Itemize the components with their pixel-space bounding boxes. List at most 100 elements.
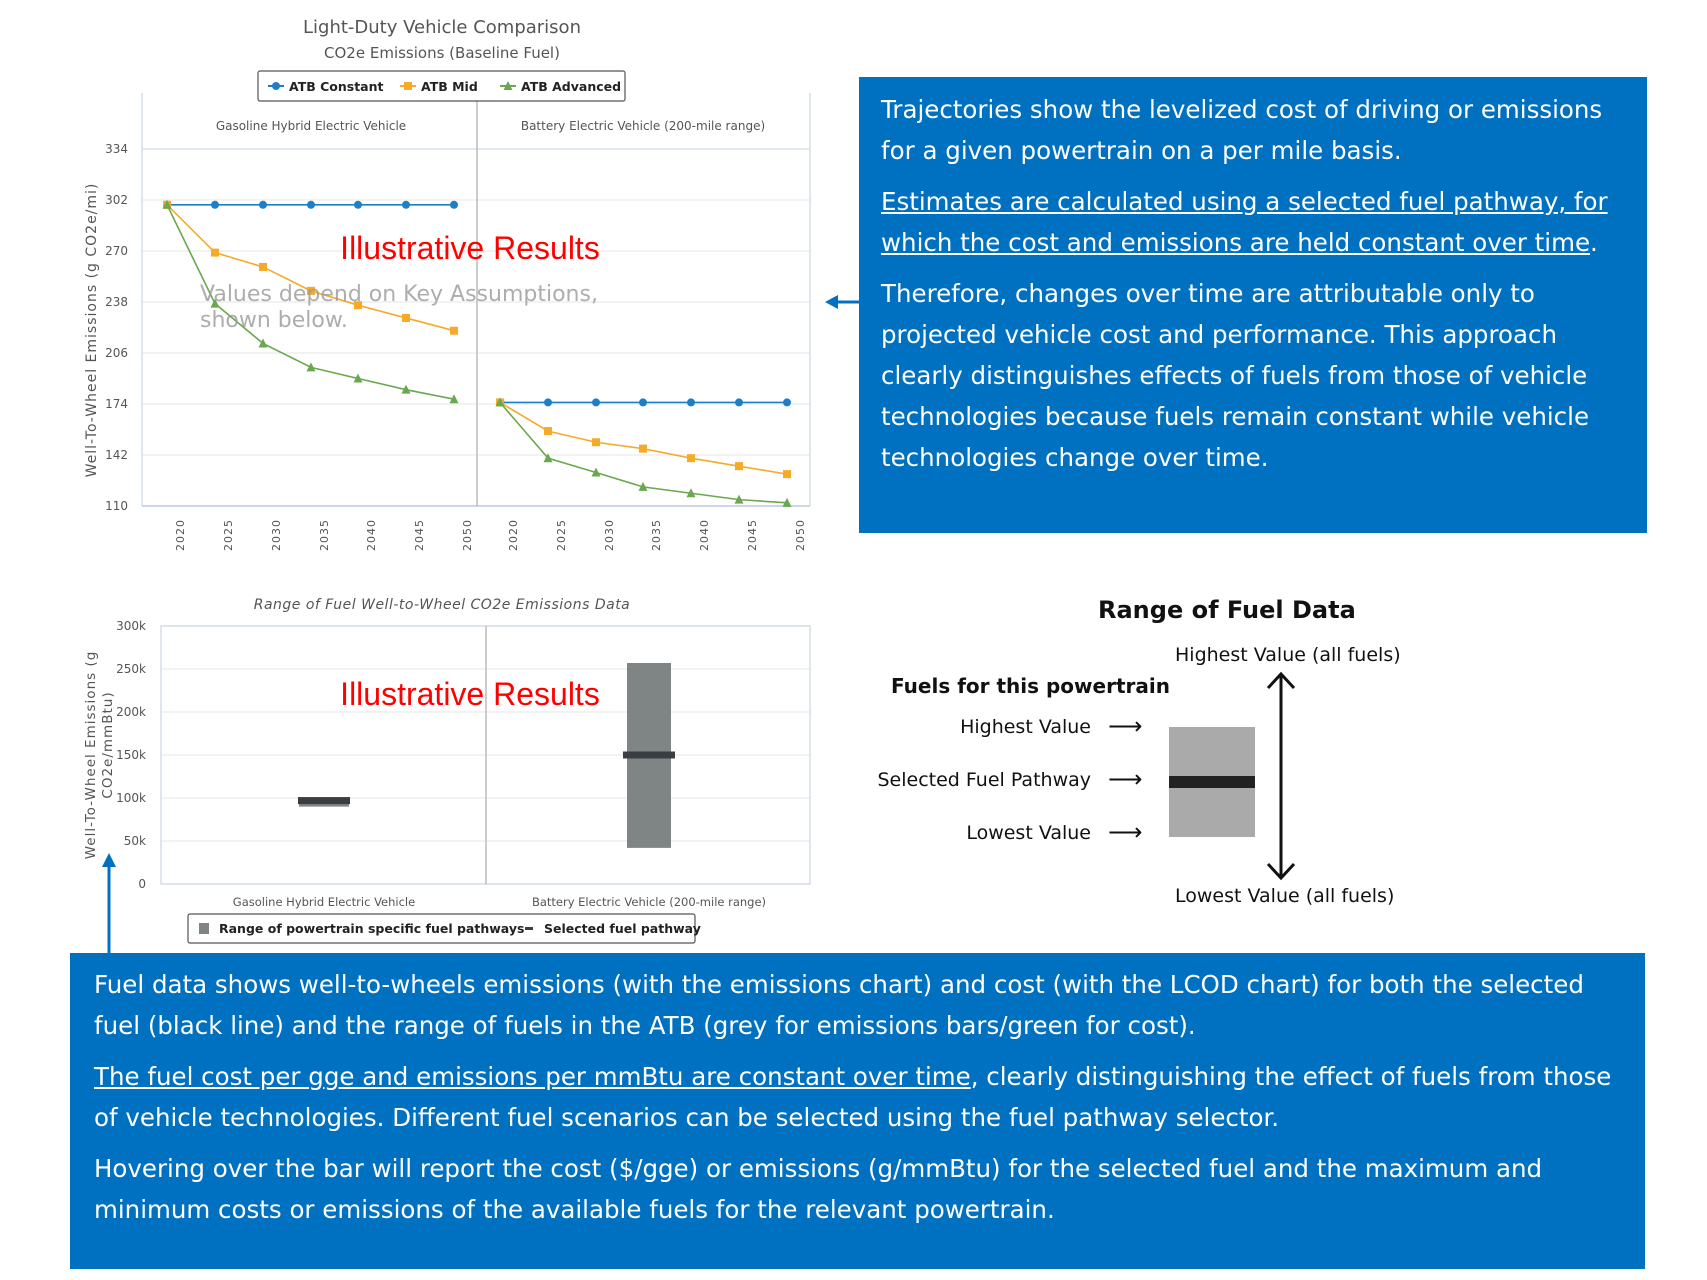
diagram-title: Range of Fuel Data bbox=[1098, 596, 1356, 624]
data-point bbox=[783, 470, 791, 479]
arrow-up-icon bbox=[1266, 671, 1296, 690]
data-point bbox=[592, 398, 600, 407]
data-point bbox=[211, 248, 219, 257]
y-tick-label: 110 bbox=[105, 499, 128, 513]
chart-subtitle: CO2e Emissions (Baseline Fuel) bbox=[324, 44, 560, 62]
data-point bbox=[735, 462, 743, 471]
data-point bbox=[735, 398, 743, 407]
arrow-up-icon bbox=[102, 853, 116, 867]
legend-marker bbox=[199, 923, 209, 934]
y-tick-label: 174 bbox=[105, 397, 128, 411]
data-point bbox=[354, 301, 362, 310]
y-tick-label: 270 bbox=[105, 244, 128, 258]
legend-box bbox=[257, 70, 626, 102]
annotation-text: Trajectories show the levelized cost of … bbox=[881, 95, 1603, 165]
y-tick-label: 200k bbox=[116, 705, 146, 719]
data-point bbox=[639, 398, 647, 407]
annotation-text-tail: . bbox=[1590, 228, 1598, 257]
y-tick-label: 100k bbox=[116, 791, 146, 805]
data-point bbox=[591, 467, 601, 477]
x-category-label: Gasoline Hybrid Electric Vehicle bbox=[233, 895, 415, 909]
arrow-down-icon bbox=[1266, 862, 1296, 881]
annotation-text: Fuel data shows well-to-wheels emissions… bbox=[94, 970, 1584, 1040]
data-point bbox=[307, 286, 315, 295]
data-point bbox=[687, 398, 695, 407]
x-category-label: Battery Electric Vehicle (200-mile range… bbox=[532, 895, 766, 909]
watermark-text: Illustrative Results bbox=[340, 230, 600, 266]
annotation-text-tail: , clearly distinguishing the effect of f… bbox=[94, 1062, 1612, 1132]
y-tick-label: 142 bbox=[105, 448, 128, 462]
data-point bbox=[783, 398, 791, 407]
panel-title: Battery Electric Vehicle (200-mile range… bbox=[521, 119, 765, 133]
x-tick-label: 2020 bbox=[174, 519, 187, 551]
x-tick-label: 2040 bbox=[698, 519, 711, 551]
data-point bbox=[402, 200, 410, 209]
y-tick-label: 50k bbox=[124, 834, 146, 848]
x-tick-label: 2035 bbox=[650, 519, 663, 551]
x-tick-label: 2030 bbox=[603, 519, 616, 551]
annotation-underlined: The fuel cost per gge and emissions per … bbox=[94, 1062, 971, 1091]
y-tick-label: 238 bbox=[105, 295, 128, 309]
arrow-left-icon bbox=[825, 295, 838, 309]
data-point bbox=[259, 200, 267, 209]
y-tick-label: 300k bbox=[116, 619, 146, 633]
y-axis-label: CO2e/mmBtu) bbox=[100, 691, 116, 798]
data-point bbox=[354, 200, 362, 209]
data-point bbox=[353, 373, 363, 383]
data-point bbox=[544, 427, 552, 436]
data-point bbox=[307, 200, 315, 209]
arrow-right-icon: ⟶ bbox=[1108, 712, 1143, 740]
note-text: shown below. bbox=[200, 308, 348, 333]
data-point bbox=[401, 384, 411, 394]
diagram-lowest: Lowest Value bbox=[966, 822, 1091, 844]
y-tick-label: 206 bbox=[105, 346, 128, 360]
emissions-annotation-box: Trajectories show the levelized cost of … bbox=[859, 77, 1647, 533]
legend-marker bbox=[404, 82, 412, 90]
x-tick-label: 2050 bbox=[461, 519, 474, 551]
diagram-selected: Selected Fuel Pathway bbox=[877, 769, 1091, 791]
annotation-text: Hovering over the bar will report the co… bbox=[94, 1154, 1543, 1224]
data-point bbox=[592, 438, 600, 447]
watermark-text: Illustrative Results bbox=[340, 676, 600, 712]
data-point bbox=[686, 488, 696, 498]
data-point bbox=[450, 326, 458, 335]
data-point bbox=[450, 200, 458, 209]
legend-box bbox=[187, 913, 696, 944]
annotation-underlined: Estimates are calculated using a selecte… bbox=[881, 187, 1608, 257]
data-point bbox=[687, 454, 695, 463]
data-point bbox=[402, 313, 410, 322]
y-tick-label: 250k bbox=[116, 662, 146, 676]
data-point bbox=[544, 398, 552, 407]
chart-title: Light-Duty Vehicle Comparison bbox=[303, 17, 581, 38]
annotation-text: Estimates are calculated using a selecte… bbox=[881, 181, 1625, 263]
data-point bbox=[495, 397, 505, 407]
data-point bbox=[211, 200, 219, 209]
data-point bbox=[639, 444, 647, 453]
fuel-annotation-box: Fuel data shows well-to-wheels emissions… bbox=[70, 953, 1645, 1269]
legend-label: ATB Mid bbox=[421, 79, 478, 94]
y-tick-label: 0 bbox=[138, 877, 146, 891]
legend-label: Selected fuel pathway bbox=[544, 921, 701, 936]
data-point bbox=[543, 453, 553, 463]
diagram-highest-all: Highest Value (all fuels) bbox=[1175, 644, 1401, 666]
annotation-text: The fuel cost per gge and emissions per … bbox=[94, 1056, 1621, 1138]
data-point bbox=[258, 338, 268, 348]
arrow-right-icon: ⟶ bbox=[1108, 818, 1143, 846]
data-point bbox=[449, 394, 459, 404]
chart-title: Range of Fuel Well-to-Wheel CO2e Emissio… bbox=[254, 597, 631, 613]
x-tick-label: 2030 bbox=[270, 519, 283, 551]
series-line-atb-mid bbox=[499, 401, 788, 475]
x-tick-label: 2045 bbox=[746, 519, 759, 551]
selected-fuel-marker bbox=[298, 797, 350, 805]
diagram-lowest-all: Lowest Value (all fuels) bbox=[1175, 885, 1395, 907]
data-point bbox=[734, 494, 744, 504]
data-point bbox=[782, 497, 792, 507]
legend-label: Range of powertrain specific fuel pathwa… bbox=[219, 921, 524, 936]
y-tick-label: 334 bbox=[105, 142, 128, 156]
x-tick-label: 2040 bbox=[365, 519, 378, 551]
diagram-highest: Highest Value bbox=[960, 716, 1091, 738]
x-tick-label: 2025 bbox=[555, 519, 568, 551]
y-tick-label: 150k bbox=[116, 748, 146, 762]
diagram-selected-line bbox=[1169, 776, 1255, 788]
